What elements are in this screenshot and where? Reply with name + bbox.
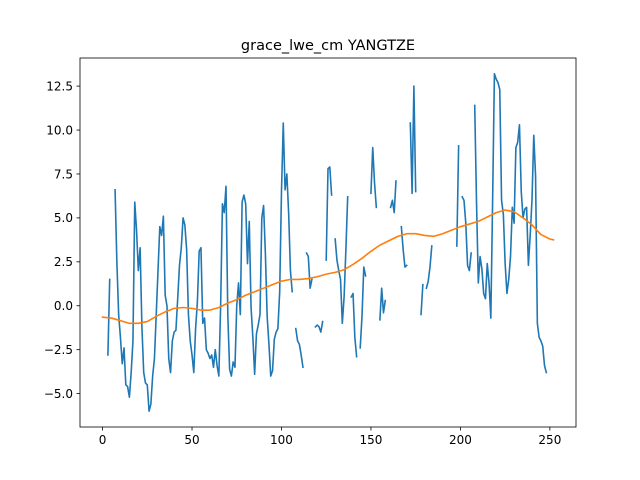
y-tick-label: −2.5 <box>44 343 73 357</box>
y-tick-label: 12.5 <box>46 79 73 93</box>
y-tick-label: −5.0 <box>44 387 73 401</box>
x-tick-label: 200 <box>449 433 472 447</box>
x-tick-label: 0 <box>99 433 107 447</box>
series-layer <box>101 73 555 412</box>
y-tick-label: 2.5 <box>54 255 73 269</box>
y-tick-label: 5.0 <box>54 211 73 225</box>
x-tick-label: 150 <box>359 433 382 447</box>
chart-title: grace_lwe_cm YANGTZE <box>241 38 415 54</box>
x-tick-label: 100 <box>270 433 293 447</box>
x-tick-label: 50 <box>184 433 199 447</box>
axes-frame <box>79 57 577 428</box>
y-tick-label: 10.0 <box>46 123 73 137</box>
y-tick-label: 7.5 <box>54 167 73 181</box>
y-tick-label: 0.0 <box>54 299 73 313</box>
x-tick-label: 250 <box>538 433 561 447</box>
series-line-smoothed <box>101 209 555 325</box>
axes-layer: 0 50 100 150 200 250 −5.0 −2.5 0.0 2.5 5.0 7.5 10.0 1… <box>44 57 577 447</box>
